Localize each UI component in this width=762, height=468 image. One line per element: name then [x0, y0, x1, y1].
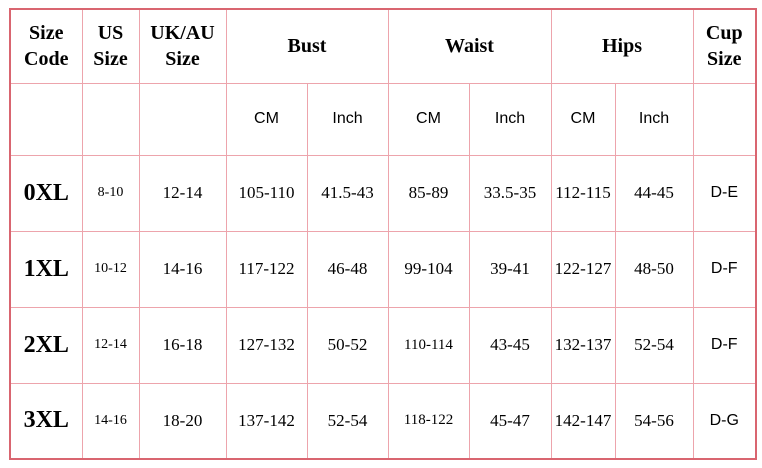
cell-hips-inch: 48-50	[614, 230, 694, 308]
cell-uk-au-size: 12-14	[138, 154, 227, 232]
cell-waist-cm: 110-114	[387, 306, 470, 384]
cell-size-code: 1XL	[9, 230, 83, 308]
header-group-row: Size Code US Size UK/AU Size Bust Waist …	[9, 8, 757, 84]
cell-hips-cm: 122-127	[550, 230, 616, 308]
bust-cm-unit: CM	[225, 82, 308, 156]
cell-cup-size: D-F	[692, 306, 757, 384]
cell-waist-inch: 43-45	[468, 306, 552, 384]
hips-inch-unit: Inch	[614, 82, 694, 156]
cell-us-size: 8-10	[81, 154, 140, 232]
cell-size-code: 2XL	[9, 306, 83, 384]
empty-cell	[692, 82, 757, 156]
cell-cup-size: D-F	[692, 230, 757, 308]
cell-us-size: 12-14	[81, 306, 140, 384]
header-us-size: US Size	[81, 8, 140, 84]
header-bust: Bust	[225, 8, 389, 84]
waist-inch-unit: Inch	[468, 82, 552, 156]
cell-bust-cm: 105-110	[225, 154, 308, 232]
hips-cm-unit: CM	[550, 82, 616, 156]
cell-hips-cm: 142-147	[550, 382, 616, 460]
empty-cell	[81, 82, 140, 156]
header-waist: Waist	[387, 8, 552, 84]
header-cup-size: Cup Size	[692, 8, 757, 84]
cell-waist-cm: 85-89	[387, 154, 470, 232]
cell-uk-au-size: 18-20	[138, 382, 227, 460]
header-uk-au-size: UK/AU Size	[138, 8, 227, 84]
header-hips: Hips	[550, 8, 694, 84]
cell-waist-cm: 99-104	[387, 230, 470, 308]
cell-cup-size: D-G	[692, 382, 757, 460]
cell-waist-inch: 39-41	[468, 230, 552, 308]
cell-bust-cm: 137-142	[225, 382, 308, 460]
empty-cell	[138, 82, 227, 156]
bust-inch-unit: Inch	[306, 82, 389, 156]
cell-bust-inch: 46-48	[306, 230, 389, 308]
table-row-2xl: 2XL 12-14 16-18 127-132 50-52 110-114 43…	[9, 306, 757, 384]
cell-size-code: 0XL	[9, 154, 83, 232]
cell-waist-cm: 118-122	[387, 382, 470, 460]
size-chart-table: Size Code US Size UK/AU Size Bust Waist …	[9, 8, 757, 460]
cell-hips-cm: 132-137	[550, 306, 616, 384]
cell-bust-inch: 41.5-43	[306, 154, 389, 232]
cell-bust-inch: 52-54	[306, 382, 389, 460]
table-row-3xl: 3XL 14-16 18-20 137-142 52-54 118-122 45…	[9, 382, 757, 460]
cell-waist-inch: 45-47	[468, 382, 552, 460]
waist-cm-unit: CM	[387, 82, 470, 156]
table-row-0xl: 0XL 8-10 12-14 105-110 41.5-43 85-89 33.…	[9, 154, 757, 232]
cell-hips-inch: 54-56	[614, 382, 694, 460]
cell-bust-cm: 117-122	[225, 230, 308, 308]
empty-cell	[9, 82, 83, 156]
cell-hips-cm: 112-115	[550, 154, 616, 232]
cell-us-size: 10-12	[81, 230, 140, 308]
cell-us-size: 14-16	[81, 382, 140, 460]
table-row-1xl: 1XL 10-12 14-16 117-122 46-48 99-104 39-…	[9, 230, 757, 308]
cell-uk-au-size: 14-16	[138, 230, 227, 308]
cell-uk-au-size: 16-18	[138, 306, 227, 384]
cell-bust-cm: 127-132	[225, 306, 308, 384]
cell-hips-inch: 44-45	[614, 154, 694, 232]
cell-size-code: 3XL	[9, 382, 83, 460]
cell-cup-size: D-E	[692, 154, 757, 232]
cell-waist-inch: 33.5-35	[468, 154, 552, 232]
header-size-code: Size Code	[9, 8, 83, 84]
header-units-row: CM Inch CM Inch CM Inch	[9, 82, 757, 156]
cell-bust-inch: 50-52	[306, 306, 389, 384]
cell-hips-inch: 52-54	[614, 306, 694, 384]
